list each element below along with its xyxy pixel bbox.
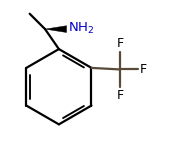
Text: F: F (139, 63, 147, 76)
Text: F: F (116, 89, 123, 102)
Text: NH$_2$: NH$_2$ (68, 21, 94, 36)
Polygon shape (45, 26, 67, 33)
Text: F: F (116, 37, 123, 50)
